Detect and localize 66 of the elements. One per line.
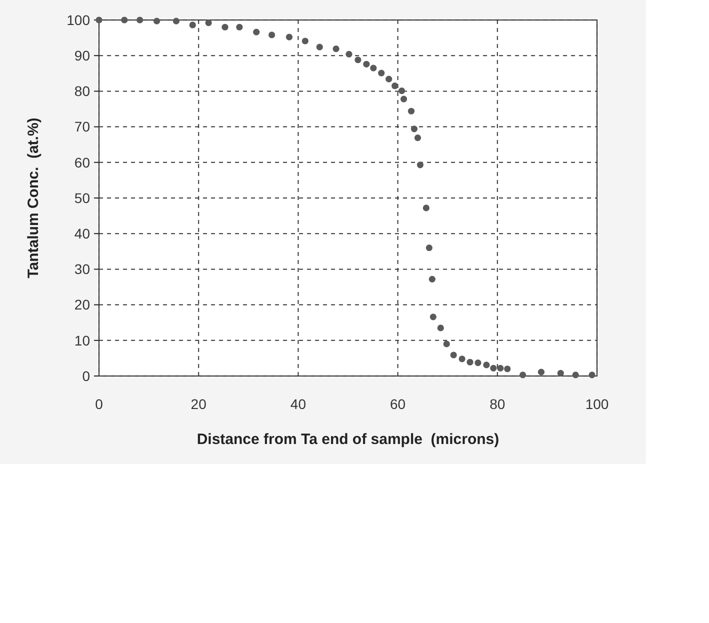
point <box>400 96 408 102</box>
point <box>497 364 504 372</box>
point <box>121 16 128 24</box>
point <box>430 314 436 320</box>
x-tick-label: 0 <box>95 396 104 412</box>
point <box>236 24 243 30</box>
point <box>414 134 422 142</box>
y-tick-label: 30 <box>74 261 90 278</box>
x-tick-label: 100 <box>585 396 609 412</box>
point <box>302 38 308 44</box>
point <box>426 244 432 252</box>
point <box>136 16 144 24</box>
point <box>408 108 415 114</box>
x-axis-title: Distance from Ta end of sample (microns) <box>196 431 500 448</box>
y-tick-label: 60 <box>74 154 90 170</box>
point <box>428 276 436 282</box>
y-tick-label: 80 <box>74 83 90 100</box>
point <box>416 162 424 168</box>
point <box>189 22 196 28</box>
point <box>398 88 406 94</box>
y-tick-label: 70 <box>74 118 90 135</box>
point <box>386 76 392 82</box>
x-tick-label: 60 <box>390 396 406 412</box>
x-tick-label: 80 <box>490 396 506 412</box>
y-tick-label: 0 <box>82 368 90 384</box>
point <box>253 28 260 36</box>
point <box>474 360 482 366</box>
point <box>538 368 545 376</box>
point <box>286 34 293 40</box>
point <box>422 204 430 212</box>
point <box>483 362 490 368</box>
point <box>268 32 276 38</box>
point <box>392 82 398 90</box>
point <box>354 56 362 64</box>
point <box>588 372 596 378</box>
point <box>443 340 450 348</box>
y-tick-label: 50 <box>74 190 90 206</box>
x-tick-label: 20 <box>190 396 207 412</box>
point <box>370 64 377 72</box>
point <box>332 46 340 52</box>
point <box>437 324 444 332</box>
point <box>504 366 511 372</box>
point <box>490 364 497 372</box>
point <box>316 44 323 50</box>
x-tick-label: 40 <box>290 396 306 412</box>
y-tick-label: 40 <box>74 226 90 242</box>
y-tick-label: 100 <box>66 12 90 28</box>
point <box>458 356 466 362</box>
y-axis-title: Tantalum Conc. (at.%) <box>25 118 42 278</box>
y-tick-label: 10 <box>74 332 90 348</box>
point <box>346 50 352 58</box>
point <box>466 358 474 366</box>
point <box>450 352 457 358</box>
point <box>205 20 212 26</box>
point <box>153 18 160 24</box>
point <box>222 24 228 30</box>
point <box>172 18 180 24</box>
point <box>378 70 385 76</box>
point <box>363 60 370 68</box>
point <box>410 126 418 132</box>
point <box>96 16 102 24</box>
y-tick-label: 90 <box>74 48 90 64</box>
point <box>520 372 526 378</box>
y-tick-label: 20 <box>74 296 90 313</box>
point <box>557 370 564 376</box>
point <box>572 372 579 378</box>
